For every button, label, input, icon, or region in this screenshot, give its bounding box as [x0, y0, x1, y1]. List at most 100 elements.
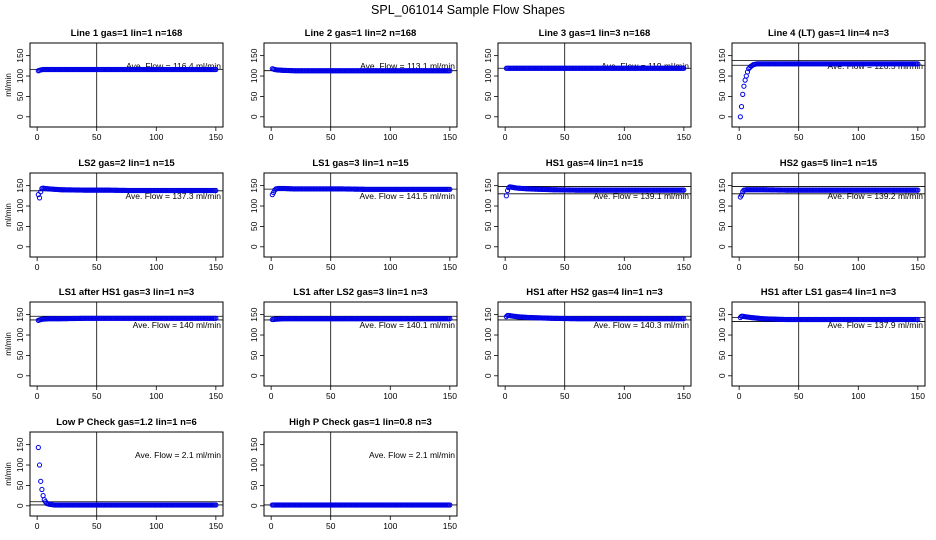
- y-tick-label: 0: [483, 373, 493, 378]
- y-tick-label: 50: [249, 221, 259, 231]
- y-tick-label: 0: [483, 114, 493, 119]
- data-points: [35, 315, 219, 323]
- x-tick-label: 150: [911, 262, 925, 272]
- y-tick-label: 100: [483, 69, 493, 83]
- plot-frame: [29, 301, 224, 387]
- x-tick-label: 150: [209, 132, 223, 142]
- data-point: [738, 192, 745, 198]
- y-tick-label: 150: [15, 437, 25, 451]
- avg-flow-annotation: Ave. Flow = 141.5 ml/min: [359, 191, 455, 201]
- data-points: [269, 316, 453, 323]
- panel-10: LS1 after LS2 gas=3 lin=1 n=3 Ave. Flow =…: [249, 287, 458, 401]
- data-points: [269, 502, 453, 508]
- data-point: [915, 187, 921, 193]
- data-points: [503, 312, 687, 322]
- avg-flow-annotation: Ave. Flow = 139.1 ml/min: [593, 191, 689, 201]
- data-point: [504, 187, 511, 194]
- y-tick-label: 0: [15, 373, 25, 378]
- panel-title: Line 4 (LT) gas=1 lin=4 n=3: [768, 28, 889, 39]
- x-tick-label: 0: [737, 132, 742, 142]
- y-tick-label: 100: [15, 328, 25, 342]
- data-point: [40, 493, 46, 499]
- y-tick-label: 50: [717, 221, 727, 231]
- panel-14: High P Check gas=1 lin=0.8 n=3 Ave. Flow …: [249, 417, 458, 531]
- y-tick-label: 150: [15, 178, 25, 192]
- y-tick-label: 50: [15, 221, 25, 231]
- y-tick-label: 0: [15, 244, 25, 249]
- panel-title: HS1 gas=4 lin=1 n=15: [546, 158, 644, 169]
- data-point: [915, 61, 921, 67]
- data-point: [681, 65, 687, 71]
- x-tick-label: 50: [326, 132, 336, 142]
- panel-title: Line 2 gas=1 lin=2 n=168: [305, 28, 417, 39]
- x-tick-label: 0: [737, 391, 742, 401]
- y-tick-label: 150: [717, 307, 727, 321]
- x-tick-label: 100: [383, 391, 397, 401]
- y-tick-label: 50: [483, 350, 493, 360]
- avg-flow-annotation: Ave. Flow = 137.9 ml/min: [827, 320, 923, 330]
- avg-flow-annotation: Ave. Flow = 140 ml/min: [133, 320, 222, 330]
- y-tick-label: 100: [483, 199, 493, 213]
- data-points: [737, 187, 921, 200]
- panel-title: LS2 gas=2 lin=1 n=15: [78, 158, 175, 169]
- y-tick-label: 50: [15, 91, 25, 101]
- y-tick-label: 100: [483, 328, 493, 342]
- data-point: [213, 187, 219, 194]
- data-points: [35, 444, 219, 508]
- data-point: [213, 66, 219, 73]
- y-tick-label: 150: [483, 178, 493, 192]
- x-tick-label: 100: [851, 262, 865, 272]
- x-tick-label: 150: [209, 391, 223, 401]
- plot-frame: [497, 42, 692, 128]
- y-tick-label: 0: [249, 373, 259, 378]
- x-tick-label: 50: [326, 391, 336, 401]
- y-tick-label: 100: [249, 458, 259, 472]
- plot-frame: [263, 431, 458, 517]
- panel-9: LS1 after HS1 gas=3 lin=1 n=3 Ave. Flow =…: [4, 287, 224, 401]
- x-tick-label: 0: [503, 391, 508, 401]
- y-tick-label: 0: [15, 503, 25, 508]
- data-point: [447, 186, 453, 192]
- panel-title: HS1 after HS2 gas=4 lin=1 n=3: [526, 287, 663, 298]
- x-tick-label: 150: [209, 262, 223, 272]
- x-tick-label: 50: [560, 391, 570, 401]
- plot-frame: [731, 42, 926, 128]
- y-tick-label: 100: [717, 328, 727, 342]
- x-tick-label: 100: [617, 391, 631, 401]
- figure-title: SPL_061014 Sample Flow Shapes: [371, 3, 565, 17]
- y-tick-label: 0: [483, 244, 493, 249]
- y-tick-label: 50: [15, 350, 25, 360]
- data-point: [447, 316, 453, 322]
- x-tick-label: 0: [35, 391, 40, 401]
- data-point: [38, 189, 44, 195]
- x-tick-label: 100: [851, 132, 865, 142]
- x-tick-label: 100: [383, 521, 397, 531]
- plot-frame: [263, 42, 458, 128]
- plot-frame: [263, 172, 458, 258]
- x-tick-label: 100: [383, 262, 397, 272]
- y-axis-label: ml/min: [4, 203, 13, 227]
- x-tick-label: 0: [269, 262, 274, 272]
- plot-frame: [731, 172, 926, 258]
- x-tick-label: 0: [35, 262, 40, 272]
- data-point: [915, 316, 921, 323]
- panel-2: Line 2 gas=1 lin=2 n=168 Ave. Flow = 113.…: [249, 28, 458, 142]
- x-tick-label: 50: [560, 262, 570, 272]
- y-tick-label: 100: [15, 199, 25, 213]
- x-tick-label: 150: [911, 132, 925, 142]
- x-tick-label: 0: [503, 132, 508, 142]
- panel-11: HS1 after HS2 gas=4 lin=1 n=3 Ave. Flow =…: [483, 287, 692, 401]
- y-tick-label: 50: [717, 91, 727, 101]
- panel-grid: Line 1 gas=1 lin=1 n=168 Ave. Flow = 116.…: [4, 28, 926, 531]
- data-point: [213, 502, 219, 508]
- data-point: [447, 68, 453, 74]
- panel-7: HS1 gas=4 lin=1 n=15 Ave. Flow = 139.1 ml…: [483, 158, 692, 272]
- y-tick-label: 150: [15, 48, 25, 62]
- avg-flow-annotation: Ave. Flow = 2.1 ml/min: [369, 450, 455, 460]
- data-points: [737, 61, 921, 120]
- panel-title: LS1 gas=3 lin=1 n=15: [312, 158, 409, 169]
- x-tick-label: 100: [149, 521, 163, 531]
- plot-frame: [29, 42, 224, 128]
- x-tick-label: 0: [269, 132, 274, 142]
